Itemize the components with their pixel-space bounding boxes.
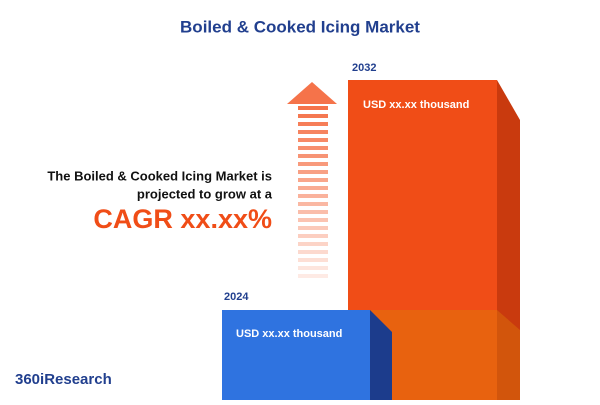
bar-label: USD xx.xx thousand (363, 99, 469, 111)
arrow-stripe (298, 194, 328, 198)
arrow-stripe (298, 114, 328, 118)
arrow-stripe (298, 138, 328, 142)
bar-2024 (222, 310, 370, 400)
logo: 360iResearch (15, 371, 112, 388)
arrow-stripe (298, 274, 328, 278)
year-label: 2032 (352, 62, 376, 74)
bar-side (370, 310, 392, 400)
bar-label: USD xx.xx thousand (236, 328, 342, 340)
arrow-stripe (298, 186, 328, 190)
arrow-stripe (298, 202, 328, 206)
summary-line: The Boiled & Cooked Icing Market is (47, 168, 272, 183)
year-label: 2024 (224, 291, 249, 303)
arrow-stripe (298, 210, 328, 214)
arrow-stripe (298, 250, 328, 254)
arrow-stripe (298, 218, 328, 222)
title: Boiled & Cooked Icing Market (180, 17, 420, 36)
arrow-stripe (298, 266, 328, 270)
arrow-stripe (298, 226, 328, 230)
arrow-stripe (298, 154, 328, 158)
arrow-stripe (298, 130, 328, 134)
cagr: CAGR xx.xx% (93, 204, 272, 234)
bar-side-lower (497, 310, 520, 400)
arrow-stripe (298, 106, 328, 110)
arrow-stripe (298, 170, 328, 174)
arrow-stripe (298, 162, 328, 166)
arrow-head (287, 82, 337, 104)
arrow-stripe (298, 122, 328, 126)
arrow-stripe (298, 258, 328, 262)
arrow-stripe (298, 178, 328, 182)
arrow-stripe (298, 242, 328, 246)
arrow-stripe (298, 146, 328, 150)
arrow-stripe (298, 234, 328, 238)
growth-arrow (287, 82, 337, 278)
summary-line: projected to grow at a (137, 186, 273, 201)
